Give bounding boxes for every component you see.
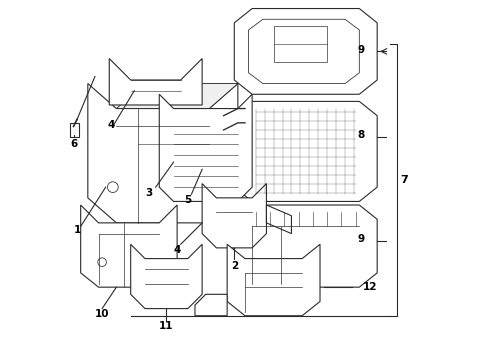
Text: 8: 8 — [358, 130, 365, 140]
Polygon shape — [109, 59, 202, 105]
Polygon shape — [267, 205, 292, 234]
Polygon shape — [234, 205, 377, 287]
Text: 7: 7 — [400, 175, 408, 185]
Polygon shape — [248, 19, 359, 84]
Text: 9: 9 — [358, 234, 365, 244]
Text: 10: 10 — [95, 309, 109, 319]
FancyBboxPatch shape — [70, 123, 79, 137]
Polygon shape — [81, 205, 177, 287]
Text: 12: 12 — [363, 282, 377, 292]
Polygon shape — [88, 84, 238, 223]
Text: 11: 11 — [159, 321, 173, 332]
Text: 1: 1 — [74, 225, 81, 235]
Text: 5: 5 — [184, 195, 192, 204]
Text: 9: 9 — [358, 45, 365, 55]
Polygon shape — [227, 244, 320, 316]
Polygon shape — [159, 94, 252, 202]
Polygon shape — [131, 244, 202, 309]
Polygon shape — [234, 9, 377, 94]
Polygon shape — [202, 184, 267, 248]
Polygon shape — [234, 102, 377, 202]
Polygon shape — [117, 84, 238, 109]
Text: 4: 4 — [107, 120, 115, 130]
Text: 4: 4 — [173, 245, 181, 255]
Text: 2: 2 — [231, 261, 238, 271]
Text: 6: 6 — [70, 139, 77, 149]
Polygon shape — [195, 294, 227, 316]
Text: 3: 3 — [145, 188, 152, 198]
